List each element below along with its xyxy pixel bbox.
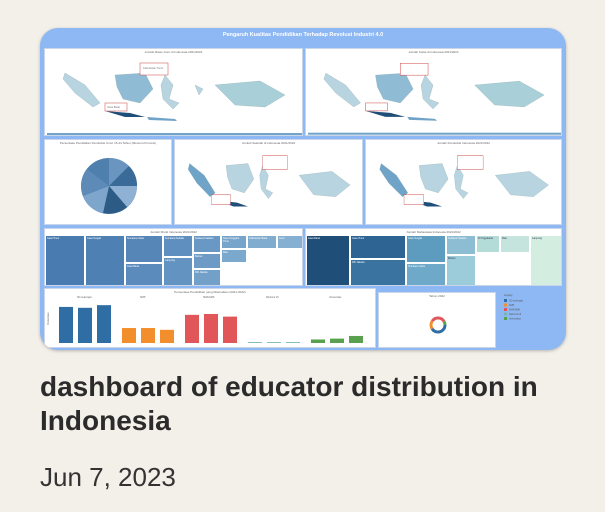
legend-swatch bbox=[504, 303, 507, 307]
treemap1-cell[interactable]: Sumatera Utara bbox=[125, 235, 163, 263]
treemap2-cell[interactable]: DKI Jakarta bbox=[350, 259, 406, 285]
legend-label: SD sederajat bbox=[509, 300, 523, 303]
treemap1-cell[interactable]: Nusa Tenggara Timur bbox=[221, 235, 247, 249]
map2-title: Jumlah Kelas di Indonesia 2021/2022 bbox=[408, 50, 459, 54]
bar-chart: Persentase SD sederajat SMP SMA/SMK Diploma … bbox=[47, 296, 363, 343]
treemap2-cell[interactable]: Sumatera Utara bbox=[406, 263, 446, 285]
bar bbox=[185, 314, 199, 343]
map1-callout-b: Jawa Barat bbox=[107, 105, 120, 109]
treemap2-cell[interactable]: Banten bbox=[446, 255, 476, 285]
bar-chart-panel[interactable]: Persentase Pendidikan yang Ditamatkan (2… bbox=[44, 288, 376, 348]
treemap2-cell[interactable]: Jawa Barat bbox=[306, 235, 350, 285]
bar bbox=[141, 328, 155, 343]
indonesia-map-3 bbox=[188, 155, 351, 207]
legend-swatch bbox=[504, 312, 507, 316]
bar bbox=[286, 342, 300, 343]
treemap2-title: Jumlah Mahasiswa Indonesia 2021/2022 bbox=[406, 230, 461, 234]
dashboard-thumbnail[interactable]: Pengaruh Kualitas Pendidikan Terhadap Re… bbox=[40, 28, 566, 350]
treemap-murid[interactable]: Jumlah Murid Indonesia 2021/2022 Jawa Ti… bbox=[44, 228, 303, 286]
bar bbox=[311, 339, 325, 343]
treemap1-cell[interactable]: Jawa Timur bbox=[45, 235, 85, 285]
bar bbox=[349, 335, 363, 343]
bar-group-label: Universitas bbox=[329, 296, 342, 299]
pie-chart bbox=[81, 157, 138, 214]
map1-title: Jumlah Rasio Guru di Indonesia 2021/2022 bbox=[144, 50, 203, 54]
bar-group-label: SMA/SMK bbox=[203, 296, 215, 299]
donut-chart bbox=[429, 316, 447, 334]
legend-label: SMP bbox=[509, 304, 515, 307]
bar-group-label: SMP bbox=[140, 296, 146, 299]
donut-title: Tahun 2022 bbox=[429, 294, 445, 298]
legend-swatch bbox=[504, 308, 507, 311]
legend-label: Diploma I/II bbox=[509, 313, 521, 316]
treemap2-cell[interactable]: Riau bbox=[500, 235, 530, 253]
indonesia-map-4 bbox=[379, 155, 549, 207]
bar bbox=[267, 342, 281, 343]
map-panel-sekolah[interactable]: Jumlah Sekolah di Indonesia 2021/2022 bbox=[174, 139, 363, 225]
donut-panel[interactable]: Tahun 2022 bbox=[378, 292, 496, 348]
bar bbox=[97, 305, 111, 343]
bar bbox=[122, 328, 136, 343]
bar-title: Persentase Pendidikan yang Ditamatkan (2… bbox=[174, 290, 246, 294]
map3-title: Jumlah Sekolah di Indonesia 2021/2022 bbox=[241, 141, 296, 145]
treemap2-cell[interactable]: Sulawesi Selatan bbox=[446, 235, 476, 255]
legend-swatch bbox=[504, 299, 507, 302]
bar bbox=[59, 306, 73, 343]
treemap2-cell[interactable]: Jawa Timur bbox=[350, 235, 406, 259]
card-date: Jun 7, 2023 bbox=[40, 462, 176, 492]
legend-swatch bbox=[504, 317, 507, 320]
treemap1-cell[interactable]: Riau bbox=[221, 249, 247, 263]
dashboard-title: Pengaruh Kualitas Pendidikan Terhadap Re… bbox=[222, 32, 384, 38]
map-panel-penduduk[interactable]: Jumlah Penduduk Indonesia 2021/2022 bbox=[365, 139, 562, 225]
legend-label: Universitas bbox=[509, 318, 522, 321]
treemap2-cell[interactable]: Jawa Tengah bbox=[406, 235, 446, 263]
treemap1-cell[interactable]: Jawa Barat bbox=[125, 263, 163, 285]
treemap1-cell[interactable]: Jawa Tengah bbox=[85, 235, 125, 285]
legend-label: SMA/SMK bbox=[509, 309, 520, 312]
card-title[interactable]: dashboard of educator distribution in In… bbox=[40, 371, 538, 436]
legend-title: Jenjang bbox=[504, 294, 513, 297]
treemap1-cell[interactable]: Aceh bbox=[277, 235, 302, 249]
bar bbox=[204, 313, 218, 343]
bar-group-label: Diploma I/II bbox=[266, 296, 279, 299]
map-panel-rasio-guru[interactable]: Jumlah Rasio Guru di Indonesia 2021/2022… bbox=[44, 48, 303, 136]
bar bbox=[248, 342, 262, 343]
bar-ylabel: Persentase bbox=[47, 312, 50, 325]
treemap1-cell[interactable]: Lampung bbox=[163, 257, 193, 285]
bar bbox=[160, 329, 174, 343]
legend: Jenjang SD sederajat SMP SMA/SMK Diploma I/I… bbox=[500, 290, 560, 330]
treemap-mahasiswa[interactable]: Jumlah Mahasiswa Indonesia 2021/2022 Jaw… bbox=[305, 228, 562, 286]
bar bbox=[330, 338, 344, 343]
map1-callout-a: Kalimantan Timur bbox=[143, 66, 163, 70]
pie-title: Persentase Pendidikan Penduduk Umur 15-2… bbox=[59, 141, 157, 145]
treemap1-title: Jumlah Murid Indonesia 2021/2022 bbox=[150, 230, 197, 234]
map4-title: Jumlah Penduduk Indonesia 2021/2022 bbox=[437, 141, 490, 145]
bar bbox=[78, 307, 92, 343]
treemap1-cell[interactable]: Sulawesi Selatan bbox=[193, 235, 221, 253]
treemap1-cell[interactable]: DKI Jakarta bbox=[193, 269, 221, 285]
bar-group-label: SD sederajat bbox=[77, 296, 92, 299]
indonesia-map-1: Kalimantan Timur Jawa Barat bbox=[47, 62, 302, 135]
treemap2-cell[interactable]: Lampung bbox=[530, 235, 561, 285]
map-panel-kelas[interactable]: Jumlah Kelas di Indonesia 2021/2022 bbox=[305, 48, 562, 136]
pie-panel[interactable]: Persentase Pendidikan Penduduk Umur 15-2… bbox=[44, 139, 172, 225]
treemap1-cell[interactable]: Banten bbox=[193, 253, 221, 269]
treemap1-cell[interactable]: Sumatera Selatan bbox=[163, 235, 193, 257]
treemap2-cell[interactable]: DI Yogyakarta bbox=[476, 235, 500, 253]
treemap1-cell[interactable]: Kalimantan Barat bbox=[247, 235, 277, 249]
indonesia-map-2 bbox=[307, 63, 561, 135]
bar bbox=[223, 316, 237, 343]
